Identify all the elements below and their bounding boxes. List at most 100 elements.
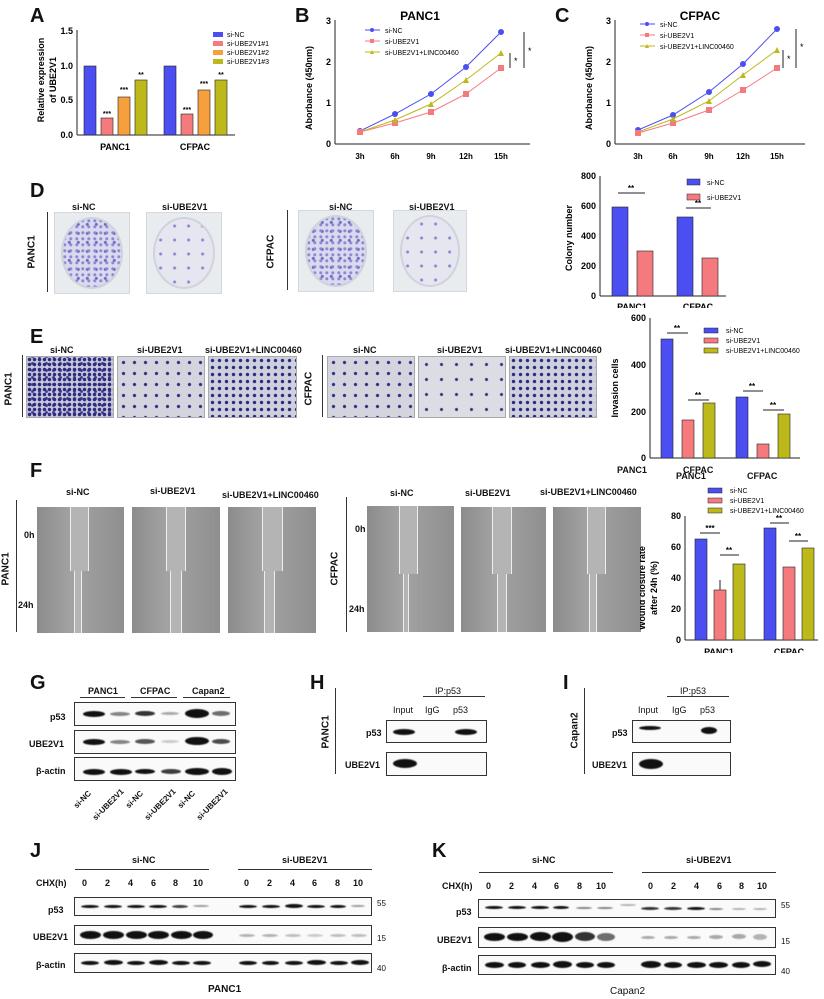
svg-text:3h: 3h: [355, 152, 364, 161]
svg-text:0: 0: [326, 139, 331, 149]
wound-image-panc1-rescue-24h: [228, 571, 316, 633]
divider-h: [335, 688, 336, 774]
svg-text:400: 400: [581, 231, 596, 241]
row-label-g-ube2v1: UBE2V1: [29, 739, 65, 749]
blot-k-ube2v1: [478, 927, 776, 948]
svg-text:Relative expression: Relative expression: [36, 38, 46, 123]
col-label-f-cfpac-sinc: si-NC: [390, 488, 414, 498]
svg-text:1.0: 1.0: [60, 61, 73, 71]
chx-label-j: CHX(h): [36, 878, 67, 888]
svg-text:15h: 15h: [494, 152, 508, 161]
svg-text:**: **: [138, 72, 144, 79]
group-line-j-sinc: [75, 869, 209, 870]
chart-f-top-label-panc1: PANC1: [676, 471, 706, 481]
group-line-k-siube2v1: [642, 872, 776, 873]
marker-j-55: 55: [377, 899, 386, 908]
svg-text:si-UBE2V1: si-UBE2V1: [385, 39, 419, 46]
invasion-image-panc1-siube2v1: [117, 356, 205, 418]
time-j-si-2: 2: [267, 878, 273, 888]
time-label-f-panc1-24h: 24h: [18, 600, 34, 610]
blot-j-bactin: [74, 953, 372, 973]
time-j-nc-2: 2: [105, 878, 111, 888]
svg-text:12h: 12h: [459, 152, 473, 161]
time-j-nc-6: 6: [151, 878, 157, 888]
blot-h-ube2v1: [386, 752, 487, 776]
row-label-j-bactin: β-actin: [36, 960, 66, 970]
blot-k-p53: [478, 899, 776, 918]
row-label-k-p53: p53: [456, 907, 472, 917]
lane-label-g-2: si-UBE2V1: [90, 787, 126, 822]
chart-b-panc1-absorbance: PANC1 Aborbance (450nm) 0 1 2 3 3h 6h 9h 12h 15…: [304, 9, 532, 161]
svg-text:400: 400: [631, 360, 646, 370]
svg-text:CFPAC: CFPAC: [180, 142, 211, 152]
svg-text:CFPAC: CFPAC: [774, 647, 805, 653]
time-k-nc-2: 2: [509, 881, 515, 891]
lane-label-g-4: si-UBE2V1: [142, 787, 178, 822]
row-label-e-cfpac: CFPAC: [303, 371, 315, 406]
invasion-image-panc1-rescue: [208, 356, 297, 418]
lane-label-g-3: si-NC: [123, 788, 146, 811]
row-label-g-p53: p53: [50, 712, 66, 722]
row-label-j-p53: p53: [48, 905, 64, 915]
wound-image-cfpac-sinc-24h: [367, 574, 454, 632]
svg-text:**: **: [776, 514, 783, 523]
panel-label-g: G: [30, 672, 46, 694]
blot-i-ube2v1: [632, 752, 731, 776]
cell-label-i: Capan2: [569, 712, 581, 749]
group-line-k-sinc: [479, 872, 613, 873]
svg-text:si-NC: si-NC: [660, 22, 678, 29]
svg-text:3: 3: [326, 16, 331, 26]
svg-text:3h: 3h: [633, 152, 642, 161]
panel-label-k: K: [432, 840, 447, 862]
wound-image-panc1-siube2v1-24h: [132, 571, 220, 633]
col-label-f-panc1-rescue: si-UBE2V1+LINC00460: [222, 490, 319, 500]
svg-text:CFPAC: CFPAC: [680, 9, 721, 23]
svg-text:20: 20: [671, 604, 681, 614]
svg-text:0: 0: [641, 453, 646, 463]
svg-text:**: **: [218, 72, 224, 79]
row-label-k-bactin: β-actin: [442, 963, 472, 973]
time-k-nc-10: 10: [596, 881, 607, 891]
svg-text:**: **: [770, 401, 777, 410]
col-label-f-cfpac-rescue: si-UBE2V1+LINC00460: [540, 487, 637, 497]
svg-text:si-UBE2V1: si-UBE2V1: [660, 33, 694, 40]
lane-label-h-p53: p53: [453, 705, 469, 715]
row-label-g-bactin: β-actin: [36, 766, 66, 776]
svg-text:12h: 12h: [736, 152, 750, 161]
svg-text:2: 2: [326, 57, 331, 67]
invasion-image-panc1-sinc: [26, 356, 114, 418]
time-k-nc-0: 0: [486, 881, 492, 891]
ip-label-i: IP:p53: [680, 686, 707, 696]
svg-text:80: 80: [671, 511, 681, 521]
marker-j-40: 40: [377, 964, 386, 973]
wound-image-cfpac-siube2v1-24h: [461, 574, 546, 632]
col-label-d-cfpac-siube2v1: si-UBE2V1: [409, 202, 455, 212]
row-label-i-ube2v1: UBE2V1: [592, 760, 628, 770]
blot-j-p53: [74, 897, 372, 916]
time-j-si-10: 10: [353, 878, 364, 888]
svg-text:si-UBE2V1#1: si-UBE2V1#1: [227, 41, 269, 48]
panel-label-e: E: [30, 326, 44, 348]
svg-text:si-UBE2V1#2: si-UBE2V1#2: [227, 50, 269, 57]
time-k-si-2: 2: [671, 881, 677, 891]
chart-e-invasion-cells: Invasion cells 0 200 400 600 ** ** ** ** si…: [610, 313, 800, 463]
svg-text:40: 40: [671, 573, 681, 583]
col-label-f-panc1-sinc: si-NC: [66, 487, 90, 497]
group-line-g-capan2: [183, 697, 230, 698]
blot-g-bactin: [74, 757, 236, 781]
svg-text:*: *: [787, 54, 791, 64]
wound-image-cfpac-sinc-0h: [367, 506, 454, 584]
svg-text:800: 800: [581, 171, 596, 181]
group-line-g-cfpac: [131, 697, 177, 698]
marker-k-40: 40: [781, 967, 790, 976]
svg-text:PANC1: PANC1: [400, 9, 440, 23]
invasion-image-cfpac-siube2v1: [418, 356, 506, 418]
svg-text:of UBE2V1: of UBE2V1: [48, 57, 58, 103]
svg-text:*: *: [514, 56, 518, 66]
colony-dish-panc1-sinc: [54, 212, 130, 294]
col-label-e-panc1-sinc: si-NC: [50, 345, 74, 355]
lane-label-g-1: si-NC: [71, 788, 94, 811]
svg-text:**: **: [695, 391, 702, 400]
svg-text:*: *: [528, 46, 532, 56]
